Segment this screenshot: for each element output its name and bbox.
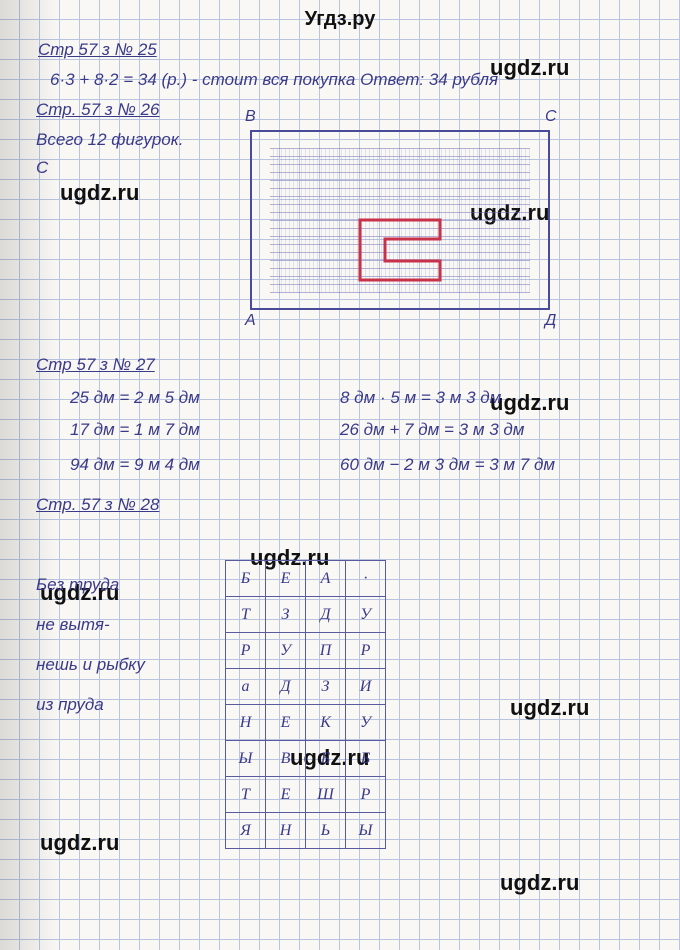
table-row: ЫВББ bbox=[226, 741, 386, 777]
watermark: ugdz.ru bbox=[500, 870, 579, 896]
table-cell: А bbox=[306, 561, 346, 597]
hand-line: С bbox=[36, 158, 48, 178]
hand-line: Стр. 57 з № 28 bbox=[36, 495, 159, 515]
hand-line: Стр. 57 з № 26 bbox=[36, 100, 159, 120]
hand-line: 6·3 + 8·2 = 34 (р.) - стоит вся покупка … bbox=[50, 70, 498, 90]
hand-line: 26 дм + 7 дм = 3 м 3 дм bbox=[340, 420, 524, 440]
table-cell: Н bbox=[226, 705, 266, 741]
table-cell: а bbox=[226, 669, 266, 705]
letter-grid-table: БЕА·ТЗДУРУПРаДЗИНЕКУЫВББТЕШРЯНЬЫ bbox=[225, 560, 386, 849]
table-row: БЕА· bbox=[226, 561, 386, 597]
table-cell: Б bbox=[346, 741, 386, 777]
hand-line: Без труда bbox=[36, 575, 119, 595]
watermark: ugdz.ru bbox=[490, 390, 569, 416]
watermark: ugdz.ru bbox=[40, 830, 119, 856]
table-cell: У bbox=[266, 633, 306, 669]
table-cell: В bbox=[266, 741, 306, 777]
table-cell: П bbox=[306, 633, 346, 669]
table-cell: У bbox=[346, 705, 386, 741]
vertex-c: С bbox=[545, 108, 557, 126]
table-cell: Ь bbox=[306, 813, 346, 849]
hand-line: Стр 57 з № 25 bbox=[38, 40, 157, 60]
table-cell: · bbox=[346, 561, 386, 597]
table-cell: Ы bbox=[226, 741, 266, 777]
table-row: ТЗДУ bbox=[226, 597, 386, 633]
table-cell: К bbox=[306, 705, 346, 741]
table-cell: Т bbox=[226, 597, 266, 633]
table-cell: З bbox=[266, 597, 306, 633]
vertex-b: В bbox=[245, 108, 256, 126]
table-cell: Я bbox=[226, 813, 266, 849]
table-cell: Д bbox=[306, 597, 346, 633]
hand-line: 60 дм − 2 м 3 дм = 3 м 7 дм bbox=[340, 455, 555, 475]
watermark: ugdz.ru bbox=[510, 695, 589, 721]
hand-line: не вытя- bbox=[36, 615, 110, 635]
table-cell: И bbox=[346, 669, 386, 705]
table-cell: Д bbox=[266, 669, 306, 705]
table-cell: У bbox=[346, 597, 386, 633]
hand-line: 25 дм = 2 м 5 дм bbox=[70, 388, 200, 408]
hand-line: из пруда bbox=[36, 695, 104, 715]
table-row: ТЕШР bbox=[226, 777, 386, 813]
table-cell: Е bbox=[266, 705, 306, 741]
vertex-d: Д bbox=[545, 312, 556, 330]
table-row: НЕКУ bbox=[226, 705, 386, 741]
hand-line: Всего 12 фигурок. bbox=[36, 130, 184, 150]
hand-line: 17 дм = 1 м 7 дм bbox=[70, 420, 200, 440]
table-cell: Б bbox=[226, 561, 266, 597]
red-c-shape bbox=[360, 220, 460, 305]
hand-line: 8 дм · 5 м = 3 м 3 дм bbox=[340, 388, 501, 408]
hand-line: 94 дм = 9 м 4 дм bbox=[70, 455, 200, 475]
watermark: ugdz.ru bbox=[60, 180, 139, 206]
table-cell: Р bbox=[346, 633, 386, 669]
vertex-a: А bbox=[245, 312, 256, 330]
table-cell: Р bbox=[226, 633, 266, 669]
table-row: аДЗИ bbox=[226, 669, 386, 705]
table-row: РУПР bbox=[226, 633, 386, 669]
table-cell: Р bbox=[346, 777, 386, 813]
table-cell: Ы bbox=[346, 813, 386, 849]
hand-line: Стр 57 з № 27 bbox=[36, 355, 155, 375]
hand-line: нешь и рыбку bbox=[36, 655, 145, 675]
table-cell: Е bbox=[266, 777, 306, 813]
page-header: Угдз.ру bbox=[0, 8, 680, 31]
table-cell: З bbox=[306, 669, 346, 705]
table-cell: Н bbox=[266, 813, 306, 849]
table-cell: Б bbox=[306, 741, 346, 777]
table-cell: Е bbox=[266, 561, 306, 597]
watermark: ugdz.ru bbox=[490, 55, 569, 81]
table-cell: Т bbox=[226, 777, 266, 813]
table-cell: Ш bbox=[306, 777, 346, 813]
table-row: ЯНЬЫ bbox=[226, 813, 386, 849]
